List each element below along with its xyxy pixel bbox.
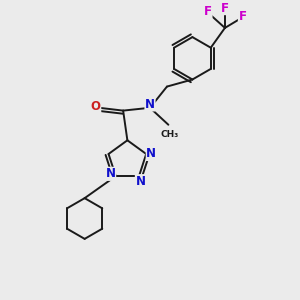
Text: N: N [145,98,155,111]
Text: N: N [106,167,116,180]
Text: O: O [91,100,101,113]
Text: N: N [146,148,156,160]
Text: F: F [204,5,212,18]
Text: N: N [135,175,146,188]
Text: CH₃: CH₃ [161,130,179,139]
Text: F: F [238,10,246,23]
Text: F: F [221,2,229,15]
